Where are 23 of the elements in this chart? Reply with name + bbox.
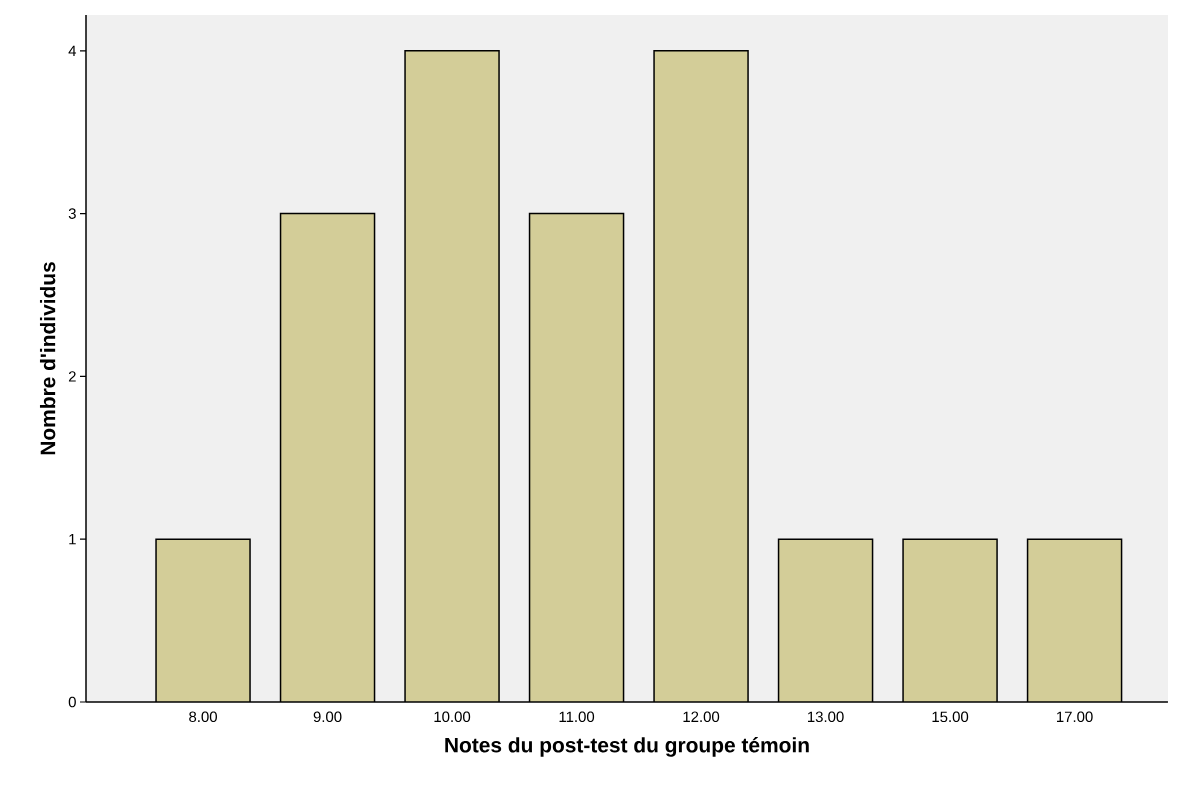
y-tick-label: 3 [68,208,76,219]
y-axis-title: Nombre d'individus [39,262,56,455]
y-tick-label: 2 [68,371,76,382]
x-tick-label: 12.00 [683,711,720,723]
y-tick-label: 1 [69,534,76,545]
bar [529,213,624,702]
bar [654,50,749,702]
bar [1026,538,1123,702]
y-tick-label: 0 [68,696,76,708]
x-tick-label: 15.00 [932,711,969,723]
bar [156,539,251,702]
bar [903,539,998,702]
y-tick-label: 4 [68,45,77,56]
x-tick-label: 11.00 [559,711,595,723]
x-tick-label: 9.00 [313,711,342,723]
bar [778,539,873,702]
x-axis-title: Notes du post-test du groupe témoin [445,736,809,757]
bar [405,50,500,702]
x-tick-label: 17.00 [1057,711,1093,723]
x-tick-label: 10.00 [434,711,471,723]
x-tick-label: 13.00 [808,711,844,723]
bar [280,213,375,702]
x-tick-label: 8.00 [189,711,217,723]
